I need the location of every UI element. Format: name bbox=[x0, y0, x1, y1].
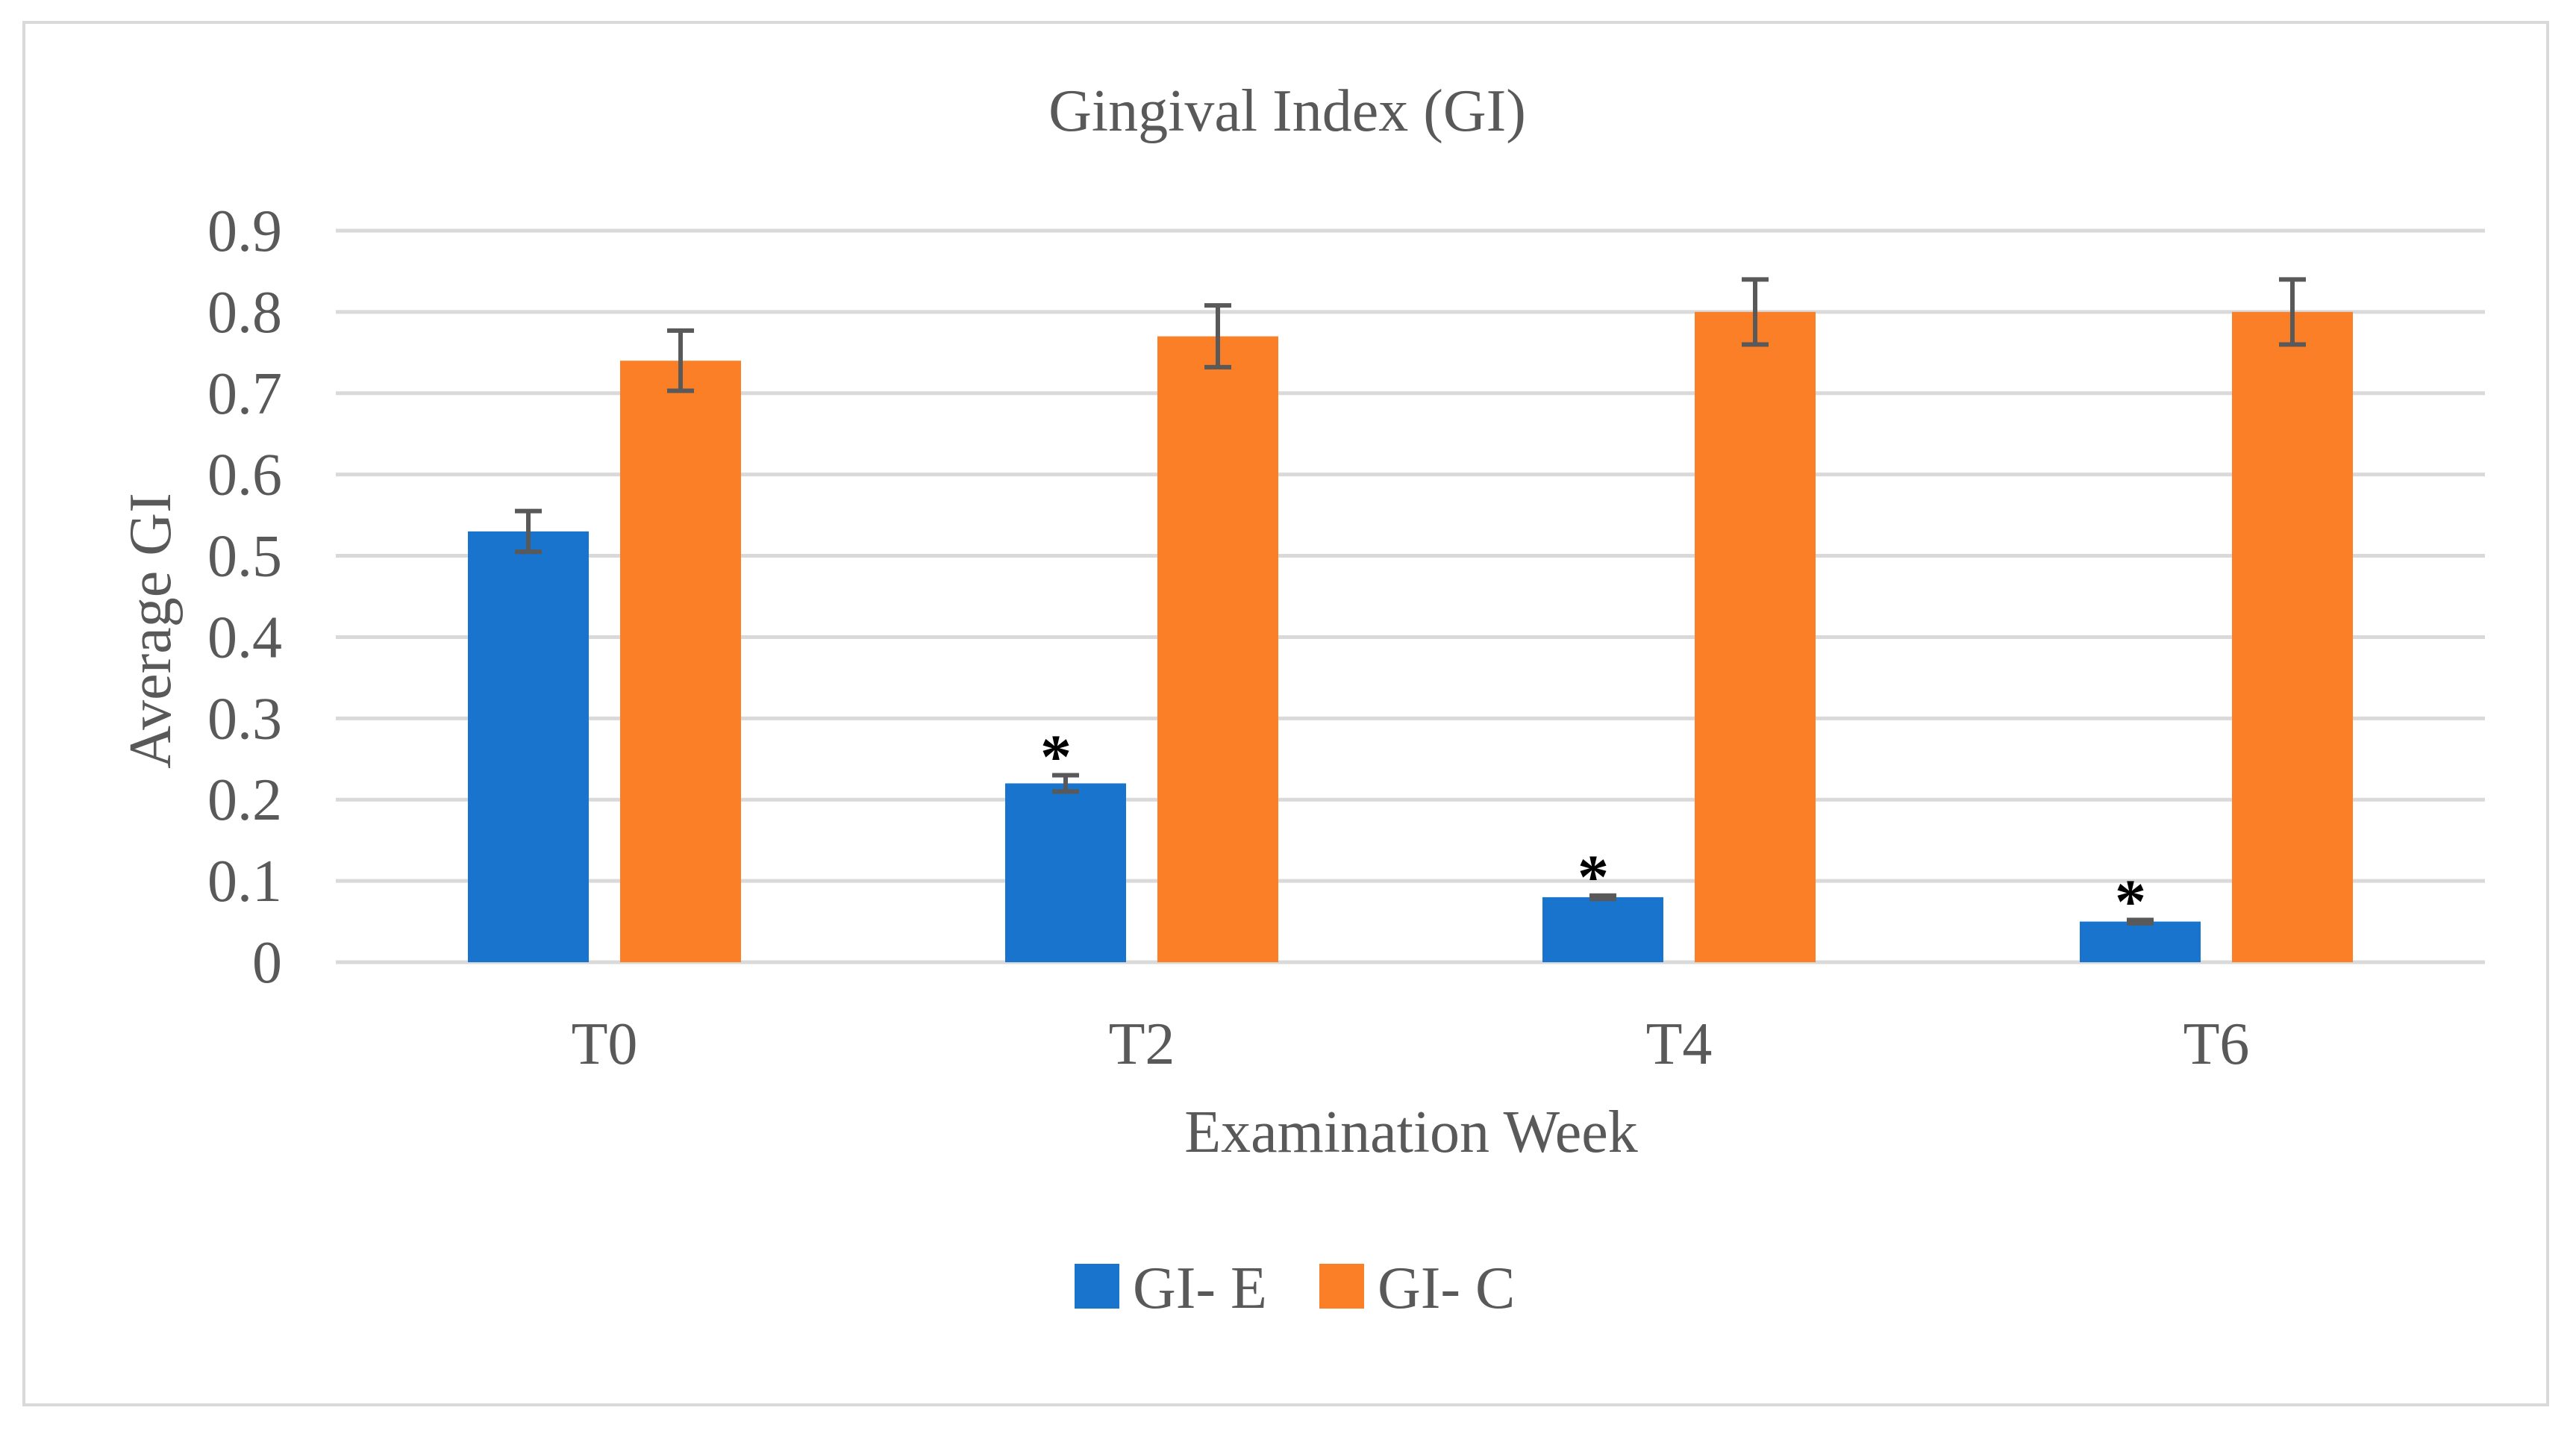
error-bars bbox=[515, 277, 2306, 926]
y-axis-ticks: 0 0.1 0.2 0.3 0.4 0.5 0.6 0.7 0.8 0.9 bbox=[207, 199, 282, 996]
bar bbox=[468, 531, 589, 962]
bar bbox=[2232, 311, 2353, 962]
legend-swatch bbox=[1075, 1264, 1119, 1309]
significance-marker: * bbox=[1040, 723, 1072, 792]
y-tick-label: 0.7 bbox=[207, 361, 282, 427]
y-tick-label: 0.6 bbox=[207, 443, 282, 508]
y-tick-label: 0.2 bbox=[207, 767, 282, 833]
bars bbox=[468, 311, 2353, 962]
y-tick-label: 0.1 bbox=[207, 849, 282, 914]
y-tick-label: 0.8 bbox=[207, 280, 282, 346]
y-tick-label: 0.9 bbox=[207, 199, 282, 264]
bar bbox=[2080, 921, 2201, 962]
chart-title: Gingival Index (GI) bbox=[1048, 78, 1526, 144]
x-tick-label: T6 bbox=[2183, 1011, 2250, 1077]
bar bbox=[1695, 311, 1816, 962]
bar bbox=[1157, 336, 1278, 962]
significance-marker: * bbox=[2115, 867, 2146, 936]
y-tick-label: 0 bbox=[252, 930, 282, 996]
x-axis-label: Examination Week bbox=[1184, 1100, 1637, 1165]
x-axis-ticks: T0 T2 T4 T6 bbox=[572, 1011, 2250, 1077]
annotations: * * * bbox=[1040, 723, 2146, 937]
bar bbox=[620, 361, 741, 962]
chart-frame bbox=[22, 21, 2549, 1406]
legend: GI- E GI- C bbox=[1075, 1256, 1515, 1321]
bar bbox=[1542, 897, 1663, 962]
x-tick-label: T4 bbox=[1646, 1011, 1713, 1077]
legend-label: GI- E bbox=[1133, 1256, 1267, 1321]
x-tick-label: T0 bbox=[572, 1011, 638, 1077]
y-axis-label: Average GI bbox=[118, 493, 184, 768]
legend-swatch bbox=[1319, 1264, 1364, 1309]
x-tick-label: T2 bbox=[1109, 1011, 1175, 1077]
y-tick-label: 0.4 bbox=[207, 605, 282, 670]
y-tick-label: 0.3 bbox=[207, 686, 282, 752]
y-tick-label: 0.5 bbox=[207, 524, 282, 590]
legend-label: GI- C bbox=[1378, 1256, 1515, 1321]
bar bbox=[1005, 783, 1126, 962]
significance-marker: * bbox=[1578, 843, 1609, 912]
